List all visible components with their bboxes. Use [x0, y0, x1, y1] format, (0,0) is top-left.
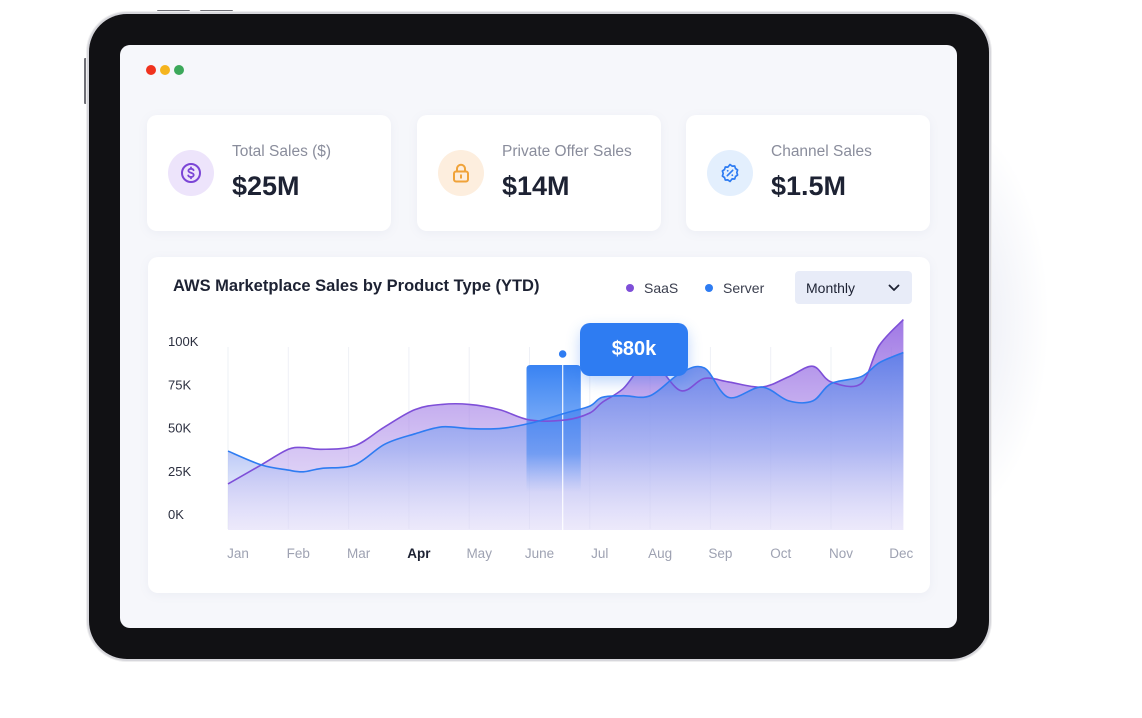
- legend-dot-saas: [626, 284, 634, 292]
- highlight-marker-dot: [556, 347, 569, 361]
- x-tick-label: Apr: [407, 546, 431, 561]
- x-tick-label: Feb: [287, 546, 310, 561]
- x-axis: Jan Feb Mar Apr May June Jul Aug Sep Oct Nov Dec: [227, 546, 913, 561]
- window-controls: [146, 65, 184, 75]
- card-value: $14M: [502, 171, 570, 201]
- y-axis: 100K 75K 50K 25K 0K: [168, 334, 199, 522]
- tablet-frame: Total Sales ($) $25M Private Offer Sales…: [89, 14, 989, 659]
- card-label: Total Sales ($): [232, 143, 332, 160]
- minimize-dot[interactable]: [160, 65, 170, 75]
- highlight-bar: [526, 365, 581, 492]
- dollar-icon: [181, 163, 201, 183]
- maximize-dot[interactable]: [174, 65, 184, 75]
- sales-chart-card: AWS Marketplace Sales by Product Type (Y…: [148, 257, 930, 593]
- card-value: $25M: [232, 171, 300, 201]
- card-icon-circle: [707, 150, 753, 196]
- legend-saas[interactable]: SaaS: [626, 280, 678, 296]
- chart-lines: [227, 319, 904, 485]
- chart-title: AWS Marketplace Sales by Product Type (Y…: [173, 277, 540, 295]
- legend-label-saas: SaaS: [644, 280, 679, 296]
- lock-icon: [453, 163, 469, 183]
- line-saas: [227, 319, 904, 485]
- line-server: [227, 351, 904, 473]
- y-tick-label: 75K: [168, 377, 191, 392]
- legend-dot-server: [705, 284, 713, 292]
- y-tick-label: 100K: [168, 334, 199, 349]
- card-total-sales[interactable]: Total Sales ($) $25M: [147, 115, 391, 231]
- power-button: [157, 10, 190, 14]
- x-tick-label: Jul: [591, 546, 608, 561]
- close-dot[interactable]: [146, 65, 156, 75]
- period-dropdown-value: Monthly: [806, 279, 856, 296]
- period-dropdown[interactable]: Monthly: [795, 271, 912, 304]
- x-tick-label: Aug: [648, 546, 672, 561]
- x-tick-label: May: [466, 546, 492, 561]
- legend-server[interactable]: Server: [705, 280, 764, 296]
- card-icon-circle: [438, 150, 484, 196]
- app-screen: Total Sales ($) $25M Private Offer Sales…: [120, 45, 957, 628]
- x-tick-label: Jan: [227, 546, 249, 561]
- card-label: Private Offer Sales: [502, 143, 632, 160]
- y-tick-label: 25K: [168, 464, 191, 479]
- chevron-down-icon: [888, 284, 900, 291]
- y-tick-label: 0K: [168, 507, 184, 522]
- value-tooltip: $80k: [580, 323, 688, 376]
- card-label: Channel Sales: [771, 143, 872, 160]
- side-button: [84, 58, 88, 104]
- x-tick-label: Dec: [889, 546, 913, 561]
- volume-button: [200, 10, 233, 14]
- legend-label-server: Server: [723, 280, 765, 296]
- area-chart: 100K 75K 50K 25K 0K Jan Feb Mar Apr May June Jul Au…: [168, 319, 914, 561]
- card-value: $1.5M: [771, 171, 847, 201]
- card-icon-circle: [168, 150, 214, 196]
- card-private-offer-sales[interactable]: Private Offer Sales $14M: [417, 115, 661, 231]
- x-tick-label: Oct: [770, 546, 791, 561]
- x-tick-label: Nov: [829, 546, 853, 561]
- highlight-bar-group: [526, 347, 581, 530]
- discount-badge-icon: [721, 163, 739, 183]
- x-tick-label: Mar: [347, 546, 371, 561]
- y-tick-label: 50K: [168, 421, 191, 436]
- x-tick-label: Sep: [708, 546, 732, 561]
- card-channel-sales[interactable]: Channel Sales $1.5M: [686, 115, 930, 231]
- x-tick-label: June: [525, 546, 554, 561]
